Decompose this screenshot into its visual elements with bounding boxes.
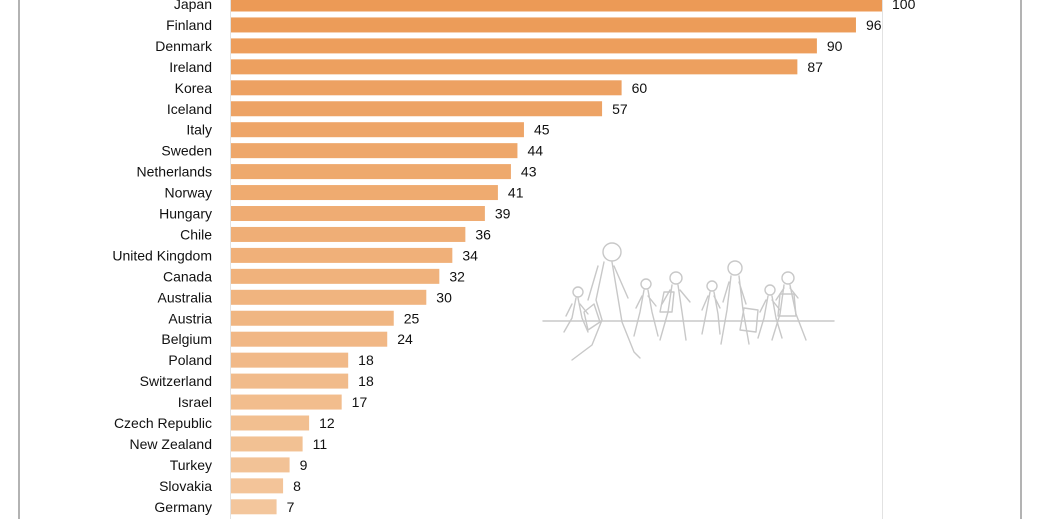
category-label: Hungary bbox=[159, 206, 212, 222]
category-label: Norway bbox=[165, 185, 212, 201]
bar bbox=[231, 310, 394, 326]
value-label: 36 bbox=[475, 226, 491, 242]
value-label: 30 bbox=[436, 289, 452, 305]
category-label: Australia bbox=[158, 289, 213, 305]
value-label: 57 bbox=[612, 101, 628, 117]
bar bbox=[231, 101, 603, 117]
value-label: 11 bbox=[313, 436, 328, 452]
bar bbox=[231, 331, 388, 347]
value-label: 25 bbox=[404, 310, 420, 326]
category-label: Korea bbox=[175, 80, 213, 96]
bar bbox=[231, 499, 277, 515]
value-label: 90 bbox=[827, 38, 843, 54]
category-label: Chile bbox=[180, 226, 212, 242]
value-label: 24 bbox=[397, 331, 413, 347]
bar bbox=[231, 206, 485, 221]
bar bbox=[231, 373, 349, 389]
value-label: 43 bbox=[521, 164, 537, 180]
category-label: Belgium bbox=[161, 331, 212, 347]
bar bbox=[231, 226, 466, 242]
category-label: Czech Republic bbox=[114, 415, 212, 431]
value-label: 8 bbox=[293, 478, 301, 494]
value-label: 18 bbox=[358, 352, 374, 368]
category-label: Switzerland bbox=[140, 373, 212, 389]
bar bbox=[231, 415, 310, 431]
bar bbox=[231, 352, 349, 368]
value-label: 39 bbox=[495, 206, 511, 222]
value-label: 7 bbox=[287, 499, 295, 515]
category-label: Germany bbox=[154, 499, 212, 515]
category-label: Israel bbox=[178, 394, 212, 410]
value-label: 44 bbox=[527, 143, 543, 159]
category-label: Netherlands bbox=[137, 164, 213, 180]
bar bbox=[231, 122, 524, 138]
value-label: 12 bbox=[319, 415, 335, 431]
bar bbox=[231, 80, 622, 96]
bar bbox=[231, 59, 798, 75]
category-label: Slovakia bbox=[159, 478, 212, 494]
value-label: 9 bbox=[300, 457, 308, 473]
bar bbox=[231, 164, 511, 180]
category-label: Turkey bbox=[170, 457, 212, 473]
value-label: 18 bbox=[358, 373, 374, 389]
bar bbox=[231, 0, 882, 12]
bar bbox=[231, 17, 856, 33]
category-label: Austria bbox=[168, 310, 212, 326]
value-label: 17 bbox=[352, 394, 368, 410]
category-label: Poland bbox=[168, 352, 212, 368]
value-label: 41 bbox=[508, 185, 524, 201]
category-label: Italy bbox=[186, 122, 212, 138]
category-label: Denmark bbox=[155, 38, 213, 54]
value-label: 60 bbox=[632, 80, 648, 96]
category-label: Japan bbox=[174, 0, 212, 12]
bar bbox=[231, 268, 440, 284]
bar bbox=[231, 143, 518, 159]
value-label: 32 bbox=[449, 268, 465, 284]
category-label: New Zealand bbox=[130, 436, 213, 452]
value-label: 45 bbox=[534, 122, 550, 138]
bar bbox=[231, 457, 290, 473]
bar bbox=[231, 185, 498, 201]
bar bbox=[231, 247, 453, 263]
bar bbox=[231, 289, 427, 305]
value-label: 87 bbox=[807, 59, 823, 75]
value-label: 96 bbox=[866, 17, 882, 33]
bar bbox=[231, 394, 342, 410]
category-label: Finland bbox=[166, 17, 212, 33]
category-label: Ireland bbox=[169, 59, 212, 75]
value-label: 34 bbox=[462, 247, 478, 263]
bar bbox=[231, 436, 303, 452]
category-label: Canada bbox=[163, 268, 212, 284]
category-label: Iceland bbox=[167, 101, 212, 117]
bar bbox=[231, 38, 817, 54]
value-label: 100 bbox=[892, 0, 916, 12]
walking-people-illustration bbox=[542, 242, 835, 361]
category-label: Sweden bbox=[161, 143, 212, 159]
bar bbox=[231, 478, 284, 494]
category-label: United Kingdom bbox=[112, 247, 212, 263]
